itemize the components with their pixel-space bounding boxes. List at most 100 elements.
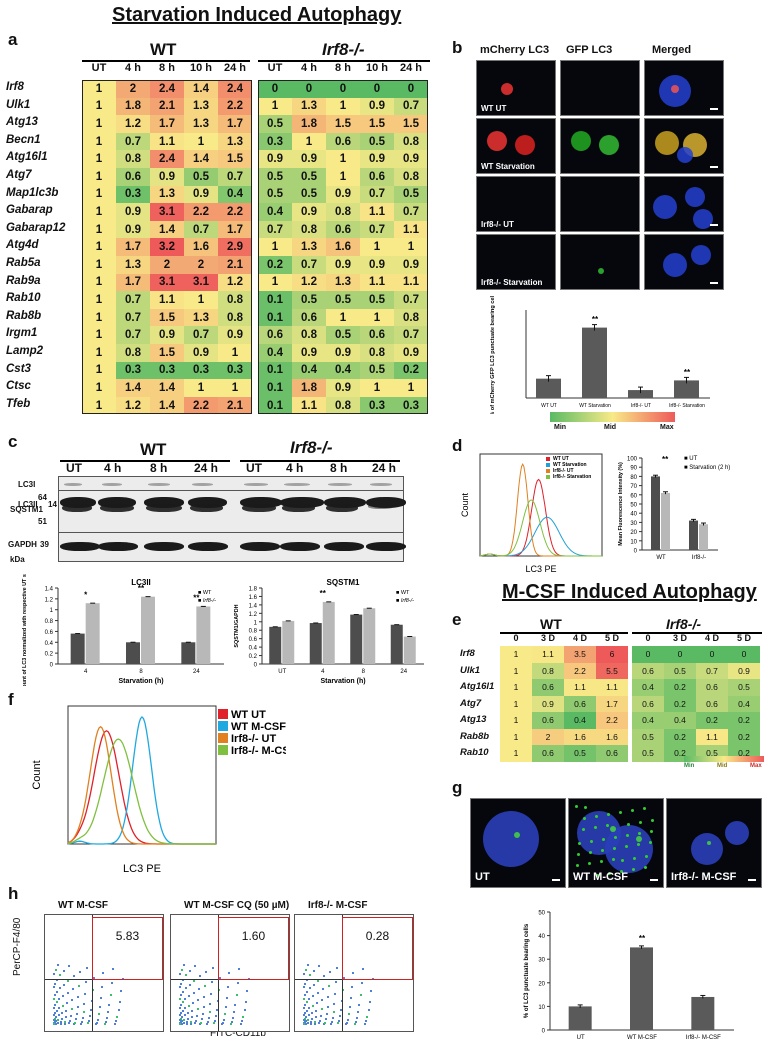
heat-cell-ko: 0.5 [360,291,394,309]
sqstm1-band [146,504,182,512]
heat-cell-ko: 1 [258,273,292,292]
heat-cell-ko: 1 [360,238,394,256]
event-dot [184,1007,187,1010]
y-tick-label: 1.4 [45,587,54,593]
event-dot [366,1015,369,1018]
cell-blob [677,147,693,163]
lc3i-band [102,483,122,486]
e-heat-cell-ko: 0.4 [632,712,664,729]
event-dot [304,994,307,997]
e-gene-label: Atg7 [460,697,482,709]
e-heat-cell-ko: 0 [632,646,664,663]
x-axis-title: Starvation (h) [118,678,163,685]
event-dot [188,983,191,986]
heat-cell-wt: 1.7 [150,115,184,133]
legend-swatch [546,463,550,467]
event-dot [325,1012,328,1015]
lc3-puncta [625,845,628,848]
e-heat-cell-wt: 1.7 [596,695,628,712]
event-dot [322,975,325,978]
heat-cell-ko: 1.5 [360,115,394,133]
event-dot [81,1016,84,1019]
y-tick-label: 0.8 [249,629,258,635]
y-tick-label: 10 [538,1005,545,1011]
event-dot [179,997,182,1000]
x-axis-title: LC3 PE [123,863,161,874]
blot-label-lc3i: LC3I [18,480,36,489]
lc3-puncta [651,819,654,822]
event-dot [353,1022,356,1025]
panel-letter-g: g [452,778,463,797]
cell-blob [514,832,520,838]
y-axis-title: % of LC3 punctuate bearing cells [524,923,530,1018]
micrograph [644,234,724,290]
x-tick-label: 24 [193,669,200,675]
y-tick-label: 0.2 [249,654,258,660]
event-dot [187,1012,190,1015]
heat-cell-ko: 0.9 [326,379,360,397]
lane-label: UT [246,461,262,475]
event-dot [318,1022,321,1025]
micrograph: UT [470,798,566,888]
event-dot [321,999,324,1002]
event-dot [305,1001,308,1004]
event-dot [59,974,62,977]
e-heat-cell-ko: 0.6 [696,679,728,696]
heat-cell-ko: 0.9 [360,97,394,116]
heat-cell-ko: 0.8 [394,132,428,151]
lc3i-band [148,483,170,486]
legend-ko: ■ Irf8-/- [198,598,216,604]
lane-label: 24 h [194,461,219,475]
lc3ii-band [366,497,406,508]
e-ko-col: 3 D [672,633,687,643]
e-heat-cell-ko: 0.2 [728,728,760,745]
event-dot [323,1022,326,1025]
heat-cell-ko: 0.3 [360,396,394,415]
heat-cell-wt: 1.7 [116,273,150,292]
heat-cell-ko: 0.5 [258,115,292,133]
event-dot [362,967,365,970]
event-dot [83,1002,86,1005]
lc3-puncta [608,872,611,875]
event-dot [359,993,362,996]
heat-cell-ko: 0 [292,80,326,98]
y-tick-label: 0.8 [45,619,54,625]
panel-letter-f: f [8,690,14,709]
gapdh-band [98,542,138,551]
wt-frame [82,80,252,415]
event-dot [53,1013,56,1016]
heat-cell-ko: 1.8 [292,115,326,133]
lc3-puncta [595,815,598,818]
event-dot [71,988,74,991]
e-wt-col: 0 [513,633,519,643]
legend-swatch [218,709,228,719]
y-axis-title: Amount of LC3 normalized with respective… [22,574,28,686]
event-dot [243,1009,246,1012]
event-dot [202,1005,205,1008]
heat-cell-ko: 1 [360,379,394,397]
dotplot-title: Irf8-/- M-CSF [308,900,368,911]
heat-cell-wt: 1.4 [184,150,218,168]
lc3-puncta [626,834,629,837]
starvation-title: Starvation Induced Autophagy [112,4,402,26]
bar [126,642,140,664]
lane-label: 8 h [150,461,168,475]
event-dot [224,1006,227,1009]
bar [363,608,376,664]
heat-cell-ko: 1 [394,379,428,397]
heat-cell-wt: 1 [82,238,116,256]
event-dot [56,964,59,967]
e-heat-cell-wt: 2.2 [596,712,628,729]
lc3-puncta [589,851,592,854]
heat-cell-ko: 1 [326,97,360,116]
heat-cell-ko: 1 [326,150,360,168]
event-dot [60,1017,63,1020]
cell-blob [636,836,642,842]
event-dot [110,981,113,984]
heatmap-e-ko-label: Irf8-/- [666,616,701,632]
y-tick-label: 0.2 [45,652,54,658]
heat-cell-ko: 0.5 [292,168,326,186]
e-heat-cell-ko: 0.2 [696,712,728,729]
heat-cell-ko: 1 [326,308,360,327]
event-dot [180,982,183,985]
